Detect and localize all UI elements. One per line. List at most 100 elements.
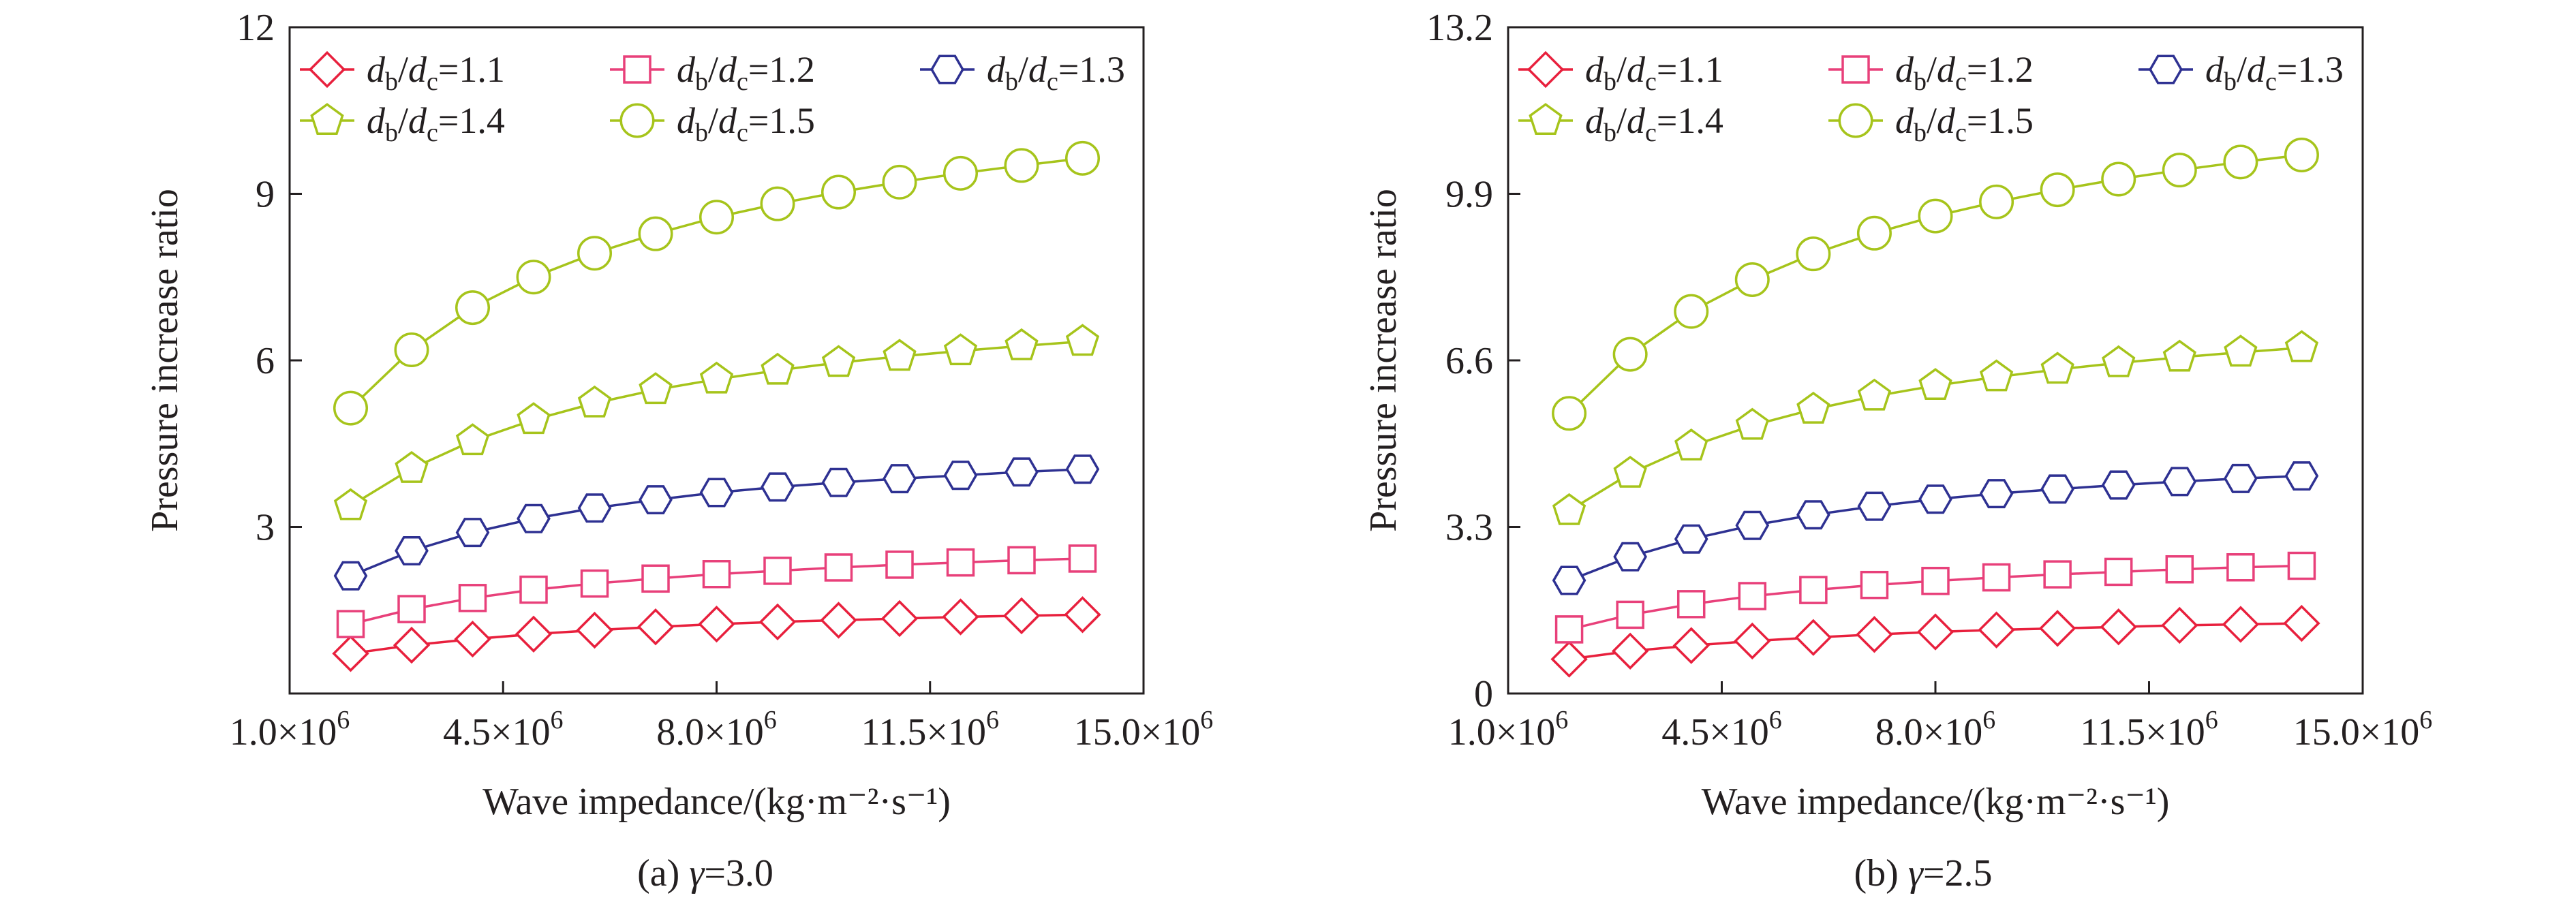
legend-var: d [2205,49,2224,90]
legend-item: db/dc=1.1 [1518,49,1723,96]
data-point [333,390,368,426]
legend-separator: / [708,100,718,141]
data-point [639,372,673,405]
data-point [821,174,856,210]
data-point [2224,334,2258,367]
legend-subscript: c [2265,67,2277,96]
square-icon [1841,55,1870,84]
legend-separator: / [1927,100,1937,141]
data-point [641,564,670,593]
data-point [2104,557,2133,587]
legend-var: d [1895,49,1914,90]
data-point [821,467,856,497]
pentagon-icon [1529,103,1563,135]
x-tick-label: 15.0×106 [2293,706,2433,753]
data-point [1796,236,1831,272]
x-tick-mantissa: 8.0 [656,711,704,753]
legend-subscript: c [1645,119,1657,147]
data-point [2165,555,2194,584]
data-point [2162,339,2196,372]
series-5 [1552,137,2319,431]
data-point [454,620,491,658]
data-point [2161,606,2198,644]
data-point [395,536,429,566]
pentagon-icon [310,103,344,135]
legend-separator: / [398,100,408,141]
data-point [2226,553,2255,582]
data-point [1794,619,1833,656]
data-point [1982,563,2011,592]
caption-prefix: (a) [637,852,689,894]
data-point [577,385,612,418]
data-point [1065,140,1100,176]
data-point [1857,491,1892,521]
data-point [395,451,429,483]
series-1 [1550,604,2320,678]
data-point [1002,597,1041,635]
legend-var: d [408,100,427,141]
data-point [1918,484,1952,514]
data-point [883,339,917,371]
data-point [760,186,795,221]
data-point [698,605,735,643]
legend-subscript: c [737,119,748,147]
x-tick-exponent: 6 [1200,706,1213,734]
x-tick-label: 11.5×106 [861,706,999,753]
x-tick-exponent: 6 [1769,706,1782,734]
x-tick-suffix: ×10 [926,711,986,753]
data-point [638,216,673,251]
legend-var: d [367,100,386,141]
data-point [1613,456,1647,488]
legend-item: db/dc=1.4 [300,100,505,147]
x-tick-suffix: ×10 [1141,711,1201,753]
legend-label: db/dc=1.3 [987,49,1125,96]
data-point [2284,330,2319,362]
x-tick-mantissa: 4.5 [443,711,491,753]
series-2 [1554,551,2316,644]
data-point [515,615,553,653]
legend-subscript: b [1914,67,1927,96]
legend-value: =1.2 [748,49,815,90]
legend-label: db/dc=1.3 [2205,49,2344,96]
hexagon-icon [2149,54,2183,84]
data-point [943,333,978,366]
legend-var: d [1627,100,1646,141]
data-point [455,290,490,326]
data-point [333,561,368,591]
data-point [1734,262,1770,297]
data-point [394,332,429,368]
x-tick-exponent: 6 [551,706,564,734]
data-point [333,488,368,520]
x-tick-label: 1.0×106 [230,706,350,753]
data-point [2162,467,2197,497]
data-point [1978,611,2015,649]
data-point [1916,613,1954,651]
data-point [1004,148,1039,183]
data-point [821,345,856,377]
data-point [1616,600,1644,629]
data-point [880,599,919,638]
data-point [1979,479,2014,509]
x-tick-exponent: 6 [764,706,777,734]
series-3 [1552,461,2319,595]
data-point [2040,474,2074,504]
data-point [2162,153,2197,188]
x-tick-suffix: ×10 [1709,711,1769,753]
y-tick-label: 3.3 [1445,507,1493,549]
x-tick-mantissa: 4.5 [1661,711,1709,753]
data-point [517,402,551,435]
square-icon [623,55,651,84]
legend-separator: / [398,49,408,90]
legend-label: db/dc=1.1 [367,49,505,96]
legend-item: db/dc=1.3 [2138,49,2344,96]
data-point [458,584,487,612]
data-point [639,485,673,515]
data-point [332,635,369,672]
hexagon-icon [930,54,964,84]
data-point [761,472,795,502]
data-point [2100,608,2137,646]
legend-var: d [1937,100,1956,141]
legend-label: db/dc=1.4 [367,100,505,147]
data-point [1672,627,1710,664]
x-tick-exponent: 6 [2205,706,2218,734]
